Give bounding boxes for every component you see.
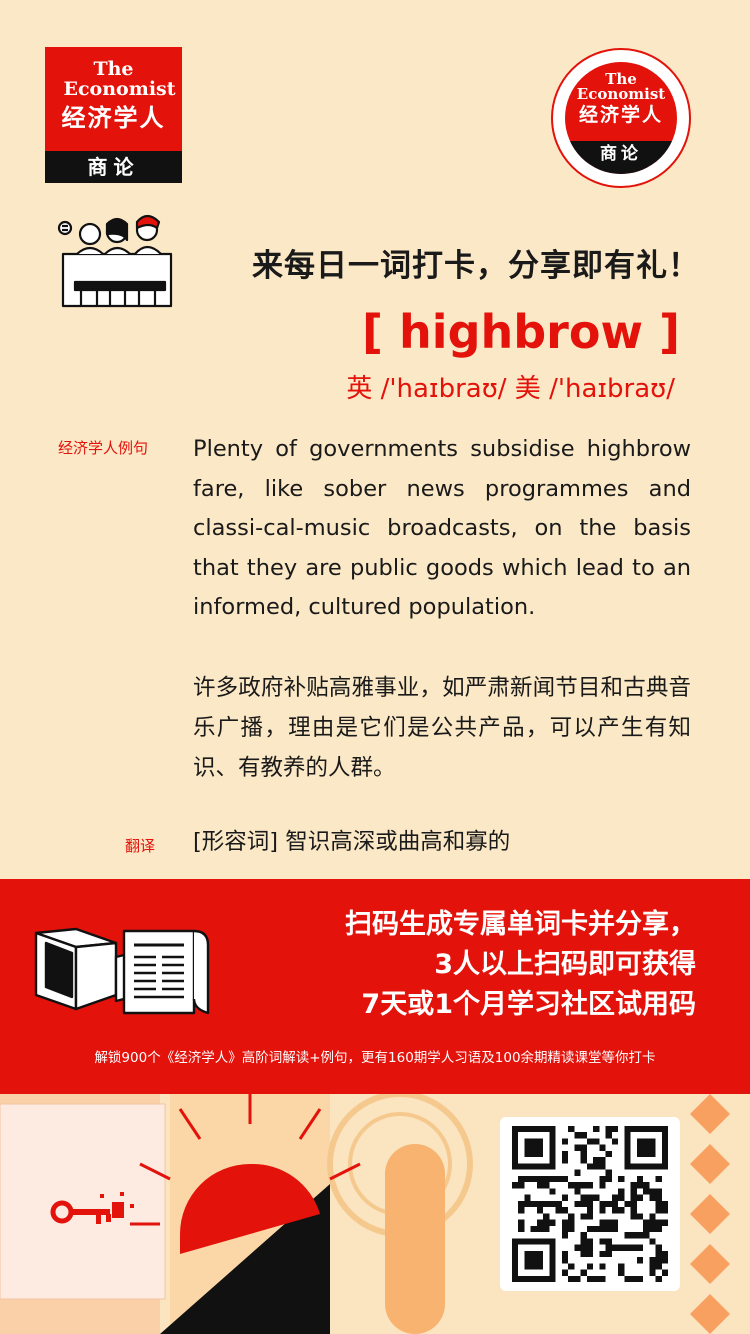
example-label: 经济学人例句	[58, 439, 149, 457]
logo-english-text: The Economist	[63, 58, 176, 100]
promo-text: 扫码生成专属单词卡并分享， 3人以上扫码即可获得 7天或1个月学习社区试用码	[250, 905, 696, 1025]
qr-code[interactable]	[500, 1117, 680, 1291]
translation-label: 翻译	[125, 837, 156, 855]
key-icon	[50, 1192, 134, 1224]
example-english: Plenty of governments subsidise highbrow…	[193, 436, 691, 620]
promo-footnote: 解锁900个《经济学人》高阶词解读+例句，更有160期学人习语及100余期精读课…	[94, 1050, 656, 1066]
logo-chinese-text: 经济学人	[61, 104, 166, 132]
economist-square-logo: The Economist 经济学人 商论	[45, 47, 182, 183]
phonetic-transcription: 英 /'haɪbraʊ/ 美 /'haɪbraʊ/	[346, 374, 675, 404]
circle-logo-chinese-text: 经济学人	[578, 104, 663, 126]
people-illustration-icon	[57, 214, 173, 308]
promo-line-2: 3人以上扫码即可获得	[434, 949, 696, 980]
economist-circle-logo: The Economist 经济学人 商论	[551, 48, 691, 188]
promo-line-1: 扫码生成专属单词卡并分享，	[345, 909, 696, 940]
vocabulary-word: [ highbrow ]	[362, 305, 680, 359]
circle-logo-sub-text: 商论	[565, 141, 677, 174]
translation-text: [形容词] 智识高深或曲高和寡的	[193, 829, 511, 855]
headline: 来每日一词打卡，分享即有礼！	[252, 248, 700, 284]
logo-sub-text: 商论	[45, 151, 182, 183]
circle-logo-english-text: The Economist	[576, 70, 666, 103]
newspaper-illustration-icon	[34, 927, 210, 1015]
qr-code-icon	[512, 1126, 668, 1282]
promo-line-3: 7天或1个月学习社区试用码	[361, 989, 696, 1020]
example-chinese: 许多政府补贴高雅事业，如严肃新闻节目和古典音乐广播，理由是它们是公共产品，可以产…	[193, 675, 691, 781]
